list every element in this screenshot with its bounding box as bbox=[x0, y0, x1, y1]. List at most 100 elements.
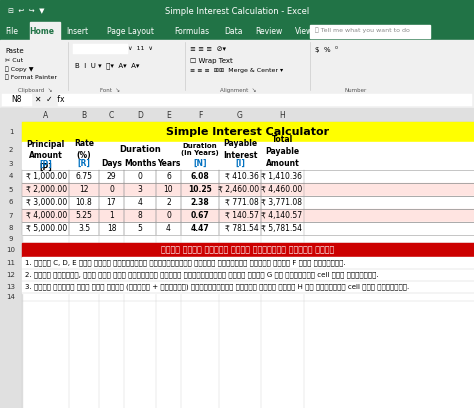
Bar bbox=[22, 222, 474, 235]
Text: $  %  ⁰: $ % ⁰ bbox=[315, 46, 338, 53]
Text: [I]: [I] bbox=[235, 159, 245, 168]
Text: ⊟  ↩  ↪  ▼: ⊟ ↩ ↪ ▼ bbox=[8, 8, 45, 14]
Bar bbox=[0, 22, 474, 40]
Text: ₹ 4,140.57: ₹ 4,140.57 bbox=[261, 211, 302, 220]
Text: ₹ 3,000.00: ₹ 3,000.00 bbox=[26, 198, 67, 207]
Text: 0: 0 bbox=[109, 185, 114, 194]
Text: ☐ Wrap Text: ☐ Wrap Text bbox=[190, 58, 233, 64]
Text: ₹ 1,000.00: ₹ 1,000.00 bbox=[26, 172, 67, 181]
Text: Number: Number bbox=[345, 88, 367, 93]
Text: 5.25: 5.25 bbox=[75, 211, 92, 220]
Text: F: F bbox=[198, 111, 202, 120]
Text: Simple Interest Calculator: Simple Interest Calculator bbox=[166, 127, 329, 137]
Text: 10: 10 bbox=[164, 185, 173, 194]
Bar bbox=[58, 94, 472, 106]
Text: 0: 0 bbox=[166, 211, 171, 220]
Text: ≡ ≡ ≡  ⊞⊞  Merge & Center ▾: ≡ ≡ ≡ ⊞⊞ Merge & Center ▾ bbox=[190, 68, 283, 73]
Text: 📋 Copy ▼: 📋 Copy ▼ bbox=[5, 66, 34, 71]
Text: File: File bbox=[6, 27, 18, 35]
Bar bbox=[0, 108, 474, 408]
Text: 3: 3 bbox=[9, 160, 13, 166]
Text: 18: 18 bbox=[107, 224, 116, 233]
Text: ₹ 1,410.36: ₹ 1,410.36 bbox=[261, 172, 302, 181]
Text: D: D bbox=[137, 111, 143, 120]
Text: B  I  U ▾  ⬜▾  A▾  A▾: B I U ▾ ⬜▾ A▾ A▾ bbox=[75, 62, 139, 69]
Text: ₹ 3,771.08: ₹ 3,771.08 bbox=[261, 198, 302, 207]
Text: 3. ભરવા પાત્ર ધતી કુલ રાશી (વ્યાજ + મુદ્દલ) ફોર્મુલાની મદદથી શોધી કોલમ H ના સંબં: 3. ભરવા પાત્ર ધતી કુલ રાશી (વ્યાજ + મુદ્… bbox=[25, 284, 409, 290]
Text: Days: Days bbox=[101, 159, 122, 168]
Text: C: C bbox=[109, 111, 114, 120]
Text: 4: 4 bbox=[166, 224, 171, 233]
Text: 10.25: 10.25 bbox=[188, 185, 212, 194]
Bar bbox=[219, 142, 261, 170]
Bar bbox=[73, 44, 128, 54]
Text: 8: 8 bbox=[9, 226, 13, 231]
Text: Years: Years bbox=[157, 159, 180, 168]
Text: G: G bbox=[237, 111, 243, 120]
Bar bbox=[2, 94, 32, 106]
Text: Help: Help bbox=[326, 27, 343, 35]
Text: 6.08: 6.08 bbox=[191, 172, 210, 181]
Bar bbox=[0, 108, 474, 122]
Bar bbox=[156, 157, 181, 170]
Text: ✕  ✓  fx: ✕ ✓ fx bbox=[35, 95, 64, 104]
Bar bbox=[310, 25, 430, 38]
Text: [R]: [R] bbox=[78, 159, 91, 168]
Text: 8: 8 bbox=[137, 211, 142, 220]
Text: ≡ ≡ ≡  ⊘▾: ≡ ≡ ≡ ⊘▾ bbox=[190, 46, 226, 52]
Text: Home: Home bbox=[29, 27, 55, 35]
Bar bbox=[22, 196, 474, 209]
Text: 4: 4 bbox=[9, 173, 13, 180]
Bar bbox=[261, 142, 304, 170]
Text: Duration: Duration bbox=[119, 145, 161, 154]
Bar bbox=[22, 142, 69, 170]
Text: 1: 1 bbox=[109, 211, 114, 220]
Text: Months: Months bbox=[124, 159, 156, 168]
Bar bbox=[22, 243, 474, 257]
Text: ✂ Cut: ✂ Cut bbox=[5, 58, 23, 63]
Text: 29: 29 bbox=[107, 172, 116, 181]
Text: 2: 2 bbox=[166, 198, 171, 207]
Bar bbox=[181, 142, 219, 170]
Text: 12: 12 bbox=[79, 185, 89, 194]
Text: 4: 4 bbox=[137, 198, 143, 207]
Text: Nirmala UI: Nirmala UI bbox=[75, 46, 111, 52]
Bar bbox=[22, 257, 474, 269]
Text: 0: 0 bbox=[137, 172, 143, 181]
Bar bbox=[99, 142, 181, 157]
Text: Formulas: Formulas bbox=[174, 27, 209, 35]
Text: 2.38: 2.38 bbox=[191, 198, 210, 207]
Text: 🖌 Format Painter: 🖌 Format Painter bbox=[5, 74, 57, 80]
Bar bbox=[0, 108, 22, 408]
Text: ₹ 2,460.00: ₹ 2,460.00 bbox=[218, 185, 259, 194]
Bar bbox=[22, 142, 474, 170]
Text: Data: Data bbox=[224, 27, 243, 35]
Text: ₹ 5,000.00: ₹ 5,000.00 bbox=[26, 224, 67, 233]
Text: ₹ 4,460.00: ₹ 4,460.00 bbox=[261, 185, 302, 194]
Text: [P]: [P] bbox=[39, 160, 52, 169]
Text: View: View bbox=[295, 27, 314, 35]
Text: Page Layout: Page Layout bbox=[107, 27, 154, 35]
Text: 4.47: 4.47 bbox=[191, 224, 210, 233]
Text: Simple Interest Calculation - Excel: Simple Interest Calculation - Excel bbox=[165, 7, 309, 16]
Text: Clipboard  ↘: Clipboard ↘ bbox=[18, 88, 52, 93]
Text: ₹ 5,781.54: ₹ 5,781.54 bbox=[261, 224, 302, 233]
Text: 1. કોલમ C, D, E માં આપેલ માહિતીને ફોર્મુલાની મદદથી વર્ષમાં ફેરવી કોલમ F માં દર્શ: 1. કોલમ C, D, E માં આપેલ માહિતીને ફોર્મુ… bbox=[25, 260, 346, 266]
Bar bbox=[22, 170, 474, 183]
Text: Insert: Insert bbox=[66, 27, 88, 35]
Text: ₹ 410.36: ₹ 410.36 bbox=[225, 172, 259, 181]
Text: ₹ 781.54: ₹ 781.54 bbox=[225, 224, 259, 233]
Text: Paste: Paste bbox=[5, 48, 24, 54]
Text: 14: 14 bbox=[7, 294, 16, 300]
Text: Duration
(in Years): Duration (in Years) bbox=[181, 142, 219, 157]
Bar bbox=[22, 209, 474, 222]
Bar bbox=[22, 269, 474, 281]
Text: 6: 6 bbox=[166, 172, 171, 181]
Bar bbox=[0, 92, 474, 108]
Text: 9: 9 bbox=[9, 236, 13, 242]
Text: Total
Payable
Amount: Total Payable Amount bbox=[265, 135, 300, 168]
Text: 6: 6 bbox=[9, 200, 13, 206]
Text: 12: 12 bbox=[7, 272, 16, 278]
Text: 17: 17 bbox=[107, 198, 116, 207]
Text: N8: N8 bbox=[12, 95, 22, 104]
